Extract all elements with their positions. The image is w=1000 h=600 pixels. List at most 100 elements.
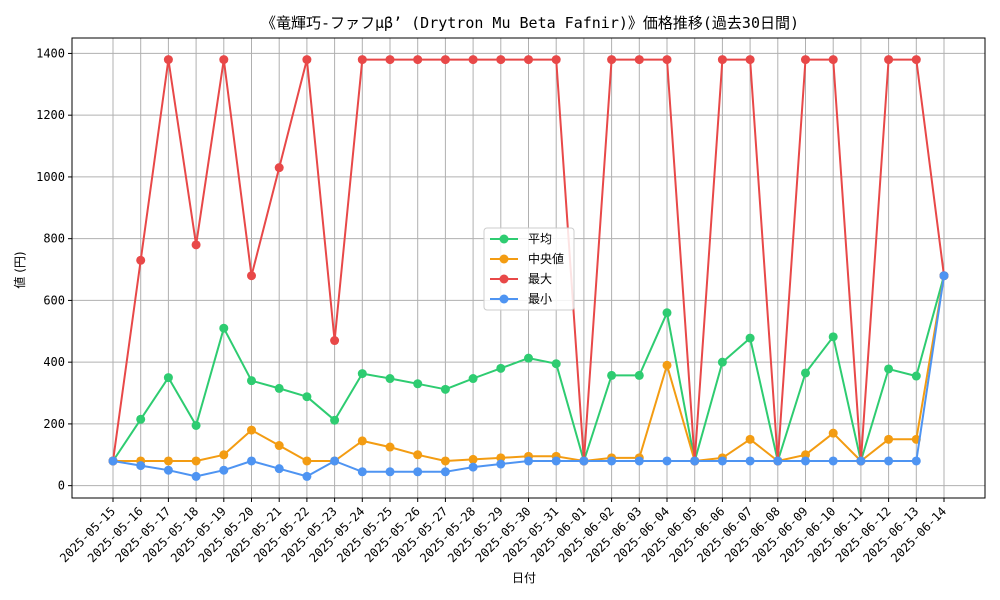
data-point (662, 456, 672, 466)
data-point (911, 371, 921, 381)
data-point (163, 465, 173, 475)
data-point (801, 450, 810, 460)
legend-item: 最大 (490, 272, 552, 286)
data-point (385, 442, 395, 452)
y-tick-label: 1400 (36, 46, 65, 60)
data-point (440, 467, 450, 477)
data-point (247, 425, 256, 435)
data-point (801, 456, 810, 466)
data-point (413, 450, 423, 460)
data-point (219, 450, 229, 460)
data-point (330, 456, 340, 466)
data-point (496, 453, 506, 463)
data-point (413, 379, 423, 389)
y-tick-label: 400 (43, 355, 65, 369)
data-point (496, 363, 506, 373)
data-point (163, 373, 173, 383)
data-point (136, 255, 146, 265)
legend-marker (499, 274, 509, 284)
data-point (219, 323, 229, 333)
data-point (828, 55, 838, 65)
data-point (468, 55, 478, 65)
data-point (634, 55, 644, 65)
data-point (634, 456, 644, 466)
series-group (108, 55, 949, 481)
legend-label: 中央値 (528, 251, 564, 266)
data-point (357, 436, 367, 446)
data-point (219, 55, 229, 65)
y-tick-label: 200 (43, 417, 65, 431)
y-tick-label: 800 (43, 232, 65, 246)
data-point (828, 332, 838, 342)
chart-title: 《竜輝巧-ファフμβ’ (Drytron Mu Beta Fafnir)》価格推… (261, 14, 799, 32)
data-point (911, 55, 921, 65)
data-point (163, 55, 173, 65)
x-axis: 2025-05-152025-05-162025-05-172025-05-18… (57, 498, 949, 565)
data-point (911, 456, 921, 466)
data-point (828, 428, 838, 438)
y-tick-label: 600 (43, 293, 65, 307)
data-point (745, 333, 755, 343)
data-point (191, 471, 201, 481)
data-point (607, 370, 617, 380)
data-point (136, 414, 146, 424)
data-point (745, 434, 755, 444)
data-point (302, 471, 312, 481)
data-point (496, 459, 506, 469)
data-point (856, 456, 866, 466)
data-point (801, 368, 810, 378)
data-point (468, 374, 478, 384)
data-point (828, 456, 838, 466)
data-point (302, 392, 312, 402)
data-point (274, 441, 284, 451)
legend-marker (499, 254, 509, 264)
data-point (413, 55, 423, 65)
data-point (551, 456, 561, 466)
data-point (717, 55, 727, 65)
legend-item: 平均 (490, 232, 552, 246)
data-point (357, 55, 367, 65)
data-point (385, 55, 395, 65)
data-point (579, 456, 589, 466)
data-point (191, 456, 201, 466)
data-point (634, 370, 644, 380)
data-point (773, 456, 783, 466)
data-point (745, 55, 755, 65)
data-point (524, 55, 533, 65)
data-point (440, 55, 450, 65)
data-point (717, 456, 727, 466)
data-point (468, 454, 478, 464)
data-point (357, 467, 367, 477)
data-point (247, 271, 256, 281)
data-point (108, 456, 118, 466)
data-point (330, 415, 340, 425)
data-point (274, 383, 284, 393)
data-point (302, 55, 312, 65)
data-point (551, 359, 561, 369)
data-point (440, 456, 450, 466)
data-point (136, 461, 146, 471)
data-point (717, 357, 727, 367)
data-point (385, 374, 395, 384)
legend-label: 最小 (528, 292, 552, 306)
data-point (690, 456, 700, 466)
y-tick-label: 1000 (36, 170, 65, 184)
data-point (662, 360, 672, 370)
data-point (884, 55, 894, 65)
data-point (551, 55, 561, 65)
series-最小 (108, 271, 949, 481)
data-point (884, 434, 894, 444)
data-point (191, 240, 201, 250)
data-point (524, 456, 533, 466)
data-point (357, 369, 367, 379)
data-point (496, 55, 506, 65)
data-point (884, 456, 894, 466)
y-axis: 0 200 400 600 800 1000 1200 1400 (36, 46, 72, 493)
data-point (468, 462, 478, 472)
y-axis-label: 値 (円) (12, 251, 27, 288)
data-point (939, 271, 949, 281)
legend-item: 最小 (490, 292, 552, 306)
data-point (440, 384, 450, 394)
